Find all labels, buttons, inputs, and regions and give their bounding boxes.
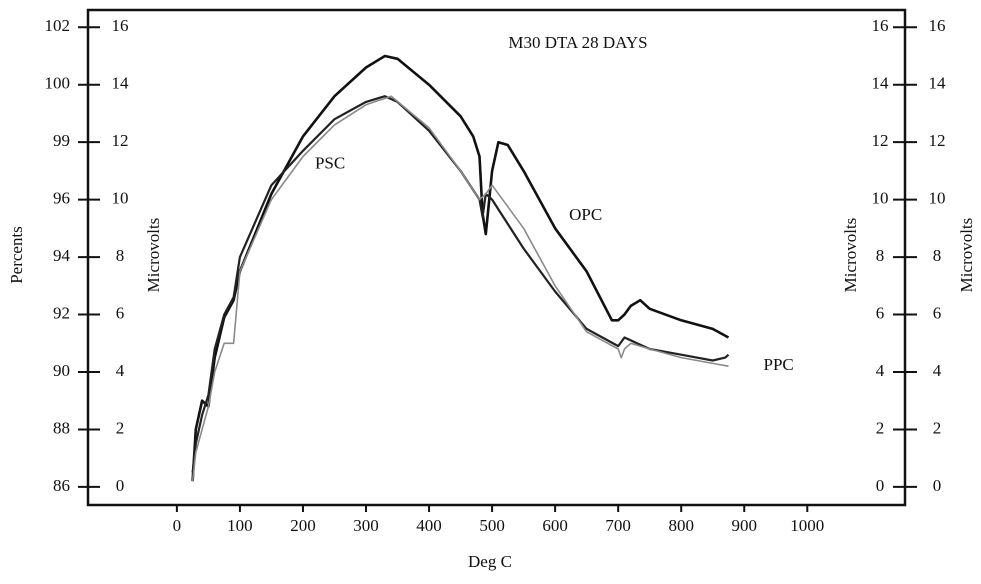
y2-tick-label-outer: 8 bbox=[933, 246, 942, 265]
x-tick-label: 300 bbox=[353, 516, 379, 535]
y2-tick-label: 0 bbox=[876, 476, 885, 495]
y-tick-label: 8 bbox=[116, 246, 125, 265]
percent-tick-label: 86 bbox=[53, 476, 70, 495]
y2-tick-label: 10 bbox=[872, 189, 889, 208]
chart-title: M30 DTA 28 DAYS bbox=[508, 33, 647, 52]
percent-tick-label: 90 bbox=[53, 361, 70, 380]
series-line bbox=[191, 95, 729, 482]
x-tick-label: 700 bbox=[605, 516, 631, 535]
y-tick-label: 2 bbox=[116, 418, 125, 437]
y-tick-label: 10 bbox=[112, 189, 129, 208]
plot-frame bbox=[86, 8, 907, 507]
percent-tick-label: 94 bbox=[53, 246, 71, 265]
y2-tick-label: 12 bbox=[872, 131, 889, 150]
x-tick-label: 500 bbox=[479, 516, 505, 535]
y2-tick-label: 14 bbox=[872, 74, 890, 93]
x-tick-label: 900 bbox=[731, 516, 757, 535]
percent-tick-label: 102 bbox=[45, 16, 71, 35]
y2-tick-label: 2 bbox=[876, 418, 885, 437]
series-label: OPC bbox=[569, 205, 602, 224]
percent-tick-label: 92 bbox=[53, 303, 70, 322]
y-axis-label: Microvolts bbox=[144, 218, 163, 293]
y2-tick-label-outer: 14 bbox=[929, 74, 947, 93]
x-tick-label: 1000 bbox=[790, 516, 824, 535]
series-line bbox=[191, 54, 730, 482]
y-tick-label: 6 bbox=[116, 303, 125, 322]
y2-tick-label: 4 bbox=[876, 361, 885, 380]
y-tick-label: 12 bbox=[112, 131, 129, 150]
x-tick-label: 0 bbox=[173, 516, 182, 535]
x-tick-label: 800 bbox=[668, 516, 694, 535]
percent-tick-label: 99 bbox=[53, 131, 70, 150]
series-label: PPC bbox=[763, 355, 793, 374]
y2-tick-label-outer: 4 bbox=[933, 361, 942, 380]
y2-axis-label: Microvolts bbox=[841, 218, 860, 293]
x-tick-label: 100 bbox=[227, 516, 253, 535]
y2-axis-label-outer: Microvolts bbox=[957, 218, 976, 293]
y2-tick-label-outer: 16 bbox=[929, 16, 946, 35]
percent-tick-label: 96 bbox=[53, 189, 70, 208]
y-tick-label: 14 bbox=[112, 74, 130, 93]
x-tick-label: 400 bbox=[416, 516, 442, 535]
y2-tick-label-outer: 10 bbox=[929, 189, 946, 208]
y2-tick-label: 6 bbox=[876, 303, 885, 322]
y2-tick-label-outer: 12 bbox=[929, 131, 946, 150]
y2-tick-label: 16 bbox=[872, 16, 889, 35]
y2-tick-label-outer: 6 bbox=[933, 303, 942, 322]
x-tick-label: 600 bbox=[542, 516, 568, 535]
y2-tick-label-outer: 2 bbox=[933, 418, 942, 437]
y-tick-label: 0 bbox=[116, 476, 125, 495]
percent-tick-label: 88 bbox=[53, 418, 70, 437]
percent-tick-label: 100 bbox=[45, 74, 71, 93]
percent-axis-label: Percents bbox=[7, 226, 26, 284]
series-label: PSC bbox=[315, 154, 345, 173]
y2-tick-label-outer: 0 bbox=[933, 476, 942, 495]
y-tick-label: 4 bbox=[116, 361, 125, 380]
y-tick-label: 16 bbox=[112, 16, 129, 35]
y2-tick-label: 8 bbox=[876, 246, 885, 265]
series-line bbox=[191, 95, 730, 473]
x-tick-label: 200 bbox=[290, 516, 316, 535]
x-axis-label: Deg C bbox=[468, 552, 512, 571]
